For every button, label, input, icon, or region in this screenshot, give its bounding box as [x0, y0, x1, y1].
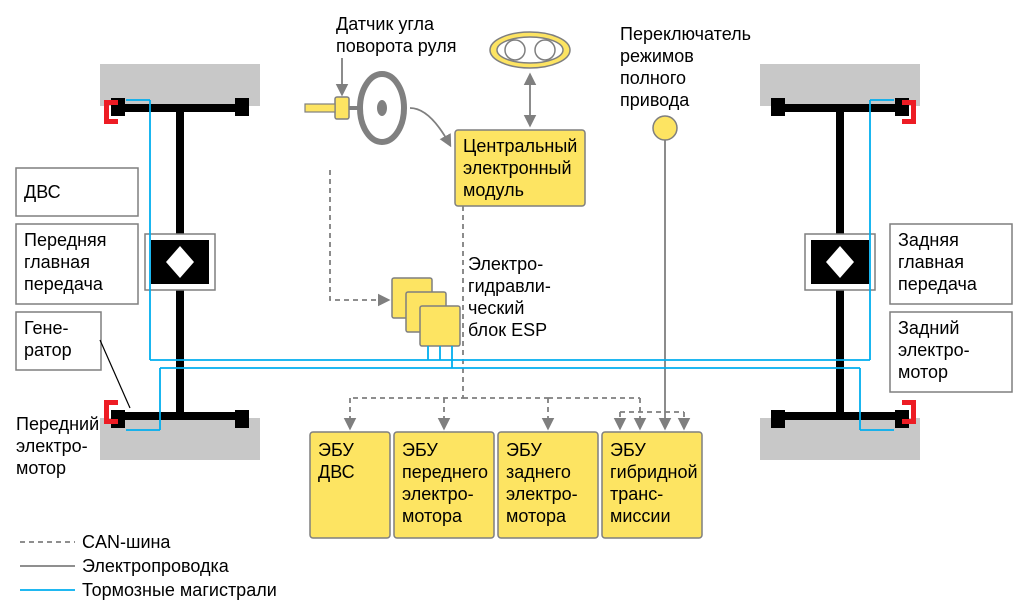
- esp-2: гидравли-: [468, 276, 551, 296]
- legend-brake: Тормозные магистрали: [82, 580, 277, 600]
- hybrid-drivetrain-diagram: ДВС Передняя главная передача Гене- рато…: [0, 0, 1024, 610]
- rear-final-3: передача: [898, 274, 978, 294]
- ecu-front-1: ЭБУ: [402, 440, 438, 460]
- legend-wire: Электропроводка: [82, 556, 230, 576]
- ecu-row: ЭБУ ДВС ЭБУ переднего электро- мотора ЭБ…: [310, 432, 702, 538]
- ecu-dvs-2: ДВС: [318, 462, 355, 482]
- legend-can: CAN-шина: [82, 532, 171, 552]
- front-motor-2: электро-: [16, 436, 88, 456]
- esp-1: Электро-: [468, 254, 543, 274]
- ecu-hyb-2: гибридной: [610, 462, 698, 482]
- switch-4: привода: [620, 90, 690, 110]
- front-final-3: передача: [24, 274, 104, 294]
- front-motor-3: мотор: [16, 458, 66, 478]
- switch-3: полного: [620, 68, 686, 88]
- cem-1: Центральный: [463, 136, 577, 156]
- esp-4: блок ESP: [468, 320, 547, 340]
- sensor-label-1: Датчик угла: [336, 14, 435, 34]
- dvs-label: ДВС: [24, 182, 61, 202]
- ecu-dvs-1: ЭБУ: [318, 440, 354, 460]
- gen-1: Гене-: [24, 318, 69, 338]
- ecu-hyb-1: ЭБУ: [610, 440, 646, 460]
- ecu-hyb-4: миссии: [610, 506, 671, 526]
- sensor-label-2: поворота руля: [336, 36, 456, 56]
- ecu-rear-2: заднего: [506, 462, 571, 482]
- instrument-cluster-icon: [490, 32, 570, 68]
- central-electronic-module: Центральный электронный модуль: [455, 130, 585, 206]
- right-component-stack: Задняя главная передача Задний электро- …: [890, 224, 1012, 392]
- legend: CAN-шина Электропроводка Тормозные магис…: [20, 532, 277, 600]
- front-final-1: Передняя: [24, 230, 107, 250]
- gen-2: ратор: [24, 340, 72, 360]
- front-final-2: главная: [24, 252, 90, 272]
- steering-assembly: Датчик угла поворота руля: [305, 14, 456, 142]
- rear-motor-1: Задний: [898, 318, 959, 338]
- ecu-rear-1: ЭБУ: [506, 440, 542, 460]
- ecu-front-2: переднего: [402, 462, 488, 482]
- ecu-front-4: мотора: [402, 506, 463, 526]
- rear-final-2: главная: [898, 252, 964, 272]
- electrical-wiring: [410, 75, 665, 428]
- rear-final-1: Задняя: [898, 230, 959, 250]
- cem-2: электронный: [463, 158, 572, 178]
- switch-1: Переключатель: [620, 24, 751, 44]
- front-motor-1: Передний: [16, 414, 99, 434]
- ecu-hyb-3: транс-: [610, 484, 663, 504]
- drive-mode-selector: Переключатель режимов полного привода: [620, 24, 751, 140]
- rear-motor-3: мотор: [898, 362, 948, 382]
- ecu-rear-4: мотора: [506, 506, 567, 526]
- cem-3: модуль: [463, 180, 524, 200]
- rear-motor-2: электро-: [898, 340, 970, 360]
- esp-3: ческий: [468, 298, 524, 318]
- esp-block: Электро- гидравли- ческий блок ESP: [392, 254, 551, 346]
- switch-2: режимов: [620, 46, 694, 66]
- ecu-rear-3: электро-: [506, 484, 578, 504]
- ecu-front-3: электро-: [402, 484, 474, 504]
